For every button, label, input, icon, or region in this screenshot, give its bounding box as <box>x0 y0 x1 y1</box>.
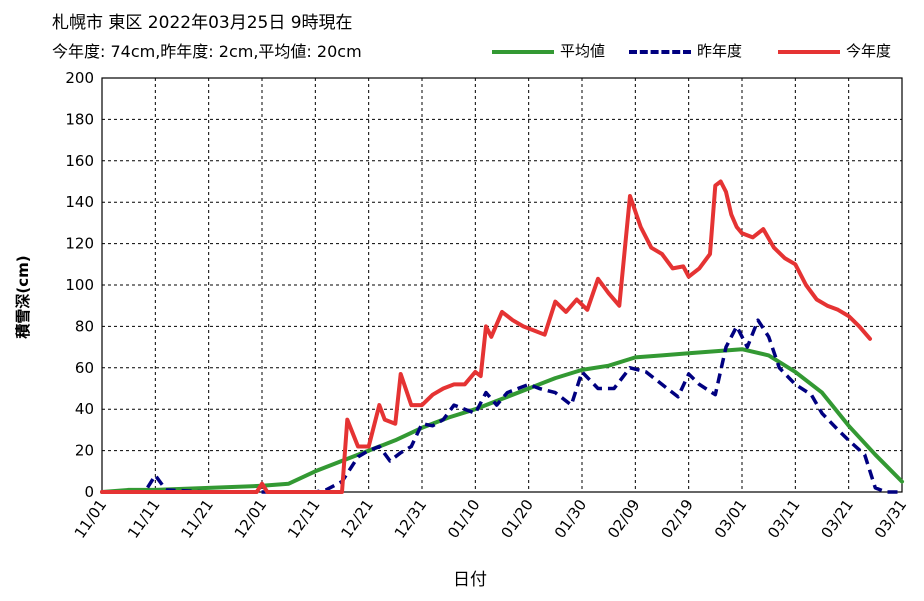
series-lines <box>100 179 904 494</box>
x-tick-label: 12/21 <box>337 496 377 542</box>
y-axis-tick-labels: 0 20 40 60 80 100 120 140 160 180 200 <box>65 69 94 501</box>
y-tick-label: 200 <box>65 69 94 87</box>
legend-label-average: 平均値 <box>560 42 606 60</box>
grid <box>102 78 902 492</box>
legend-label-last-year: 昨年度 <box>697 42 743 60</box>
x-tick-label: 03/31 <box>871 496 911 542</box>
y-tick-label: 0 <box>84 483 94 501</box>
x-tick-label: 03/21 <box>817 496 857 542</box>
x-tick-label: 11/01 <box>71 496 111 542</box>
y-tick-label: 40 <box>75 400 94 418</box>
x-tick-label: 12/11 <box>284 496 324 542</box>
x-tick-label: 12/31 <box>391 496 431 542</box>
legend-swatch-this-year <box>778 50 840 54</box>
x-tick-label: 11/11 <box>124 496 164 542</box>
series-line-this-year <box>100 179 872 494</box>
legend-swatch-average <box>492 50 554 54</box>
y-tick-label: 20 <box>75 442 94 460</box>
chart-title: 札幌市 東区 2022年03月25日 9時現在 <box>52 13 353 33</box>
y-tick-label: 160 <box>65 152 94 170</box>
y-axis-label: 積雪深(cm) <box>14 255 32 339</box>
y-tick-label: 140 <box>65 193 94 211</box>
x-tick-label: 01/30 <box>551 496 591 542</box>
series-line-last-year <box>102 318 902 494</box>
y-tick-label: 80 <box>75 317 94 335</box>
x-axis-tick-labels: 11/01 11/11 11/21 12/01 12/11 12/21 12/31 01/10… <box>71 496 911 542</box>
y-tick-label: 100 <box>65 276 94 294</box>
legend-swatch-last-year <box>629 50 691 54</box>
x-tick-label: 01/20 <box>497 496 537 542</box>
legend: 平均値 昨年度 今年度 <box>492 40 922 62</box>
y-tick-label: 180 <box>65 110 94 128</box>
x-tick-label: 01/10 <box>444 496 484 542</box>
x-tick-label: 02/09 <box>604 496 644 542</box>
x-axis-label: 日付 <box>453 570 487 590</box>
y-tick-label: 60 <box>75 359 94 377</box>
legend-label-this-year: 今年度 <box>846 42 892 60</box>
x-tick-label: 11/21 <box>177 496 217 542</box>
x-tick-label: 02/19 <box>657 496 697 542</box>
chart-subtitle: 今年度: 74cm,昨年度: 2cm,平均値: 20cm <box>52 42 362 61</box>
series-line-average <box>100 347 904 494</box>
y-tick-label: 120 <box>65 235 94 253</box>
x-tick-label: 03/11 <box>764 496 804 542</box>
x-tick-label: 12/01 <box>231 496 271 542</box>
x-tick-label: 03/01 <box>711 496 751 542</box>
plot-area-frame <box>101 77 903 493</box>
